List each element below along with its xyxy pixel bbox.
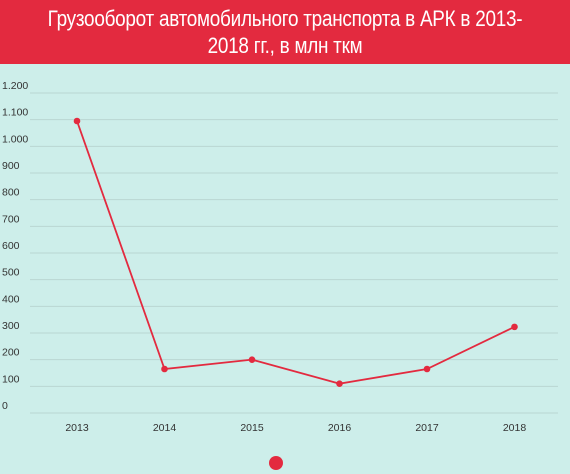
data-point — [161, 365, 168, 373]
x-tick-label: 2014 — [153, 422, 177, 434]
x-tick-label: 2016 — [328, 422, 352, 434]
y-axis-tick-labels: 0 100 200 300 400 500 600 700 800 900 1.000 1.100 1.… — [2, 80, 28, 412]
y-tick-label: 400 — [2, 293, 20, 305]
data-point — [73, 117, 81, 125]
chart-title-banner: Грузооборот автомобильного транспорта в … — [0, 0, 570, 64]
x-tick-label: 2017 — [415, 422, 439, 434]
data-point — [511, 323, 518, 331]
y-tick-label: 300 — [2, 320, 20, 332]
y-tick-label: 1.200 — [2, 80, 28, 92]
y-tick-label: 1.100 — [2, 107, 28, 119]
x-tick-label: 2013 — [65, 422, 89, 434]
data-point — [336, 380, 343, 387]
grid-lines — [30, 92, 558, 414]
y-tick-label: 500 — [2, 267, 20, 279]
y-tick-label: 1.000 — [2, 133, 28, 145]
line-chart: 0 100 200 300 400 500 600 700 800 900 1.000 1.100 1.… — [2, 80, 558, 470]
data-point — [423, 365, 431, 373]
x-tick-label: 2015 — [240, 422, 264, 434]
y-tick-label: 800 — [2, 187, 20, 199]
y-tick-label: 700 — [2, 213, 20, 225]
y-tick-label: 900 — [2, 160, 20, 172]
chart-title: Грузооборот автомобильного транспорта в … — [47, 6, 523, 58]
data-point — [248, 356, 256, 363]
x-tick-label: 2018 — [503, 422, 527, 434]
legend-marker — [269, 456, 283, 470]
y-tick-label: 0 — [2, 400, 8, 412]
y-tick-label: 100 — [2, 373, 20, 385]
y-tick-label: 200 — [2, 347, 20, 359]
legend — [269, 456, 283, 470]
series-layer — [73, 117, 518, 387]
series-line — [76, 120, 515, 385]
y-tick-label: 600 — [2, 240, 20, 252]
x-axis-tick-labels: 2013 2014 2015 2016 2017 2018 — [65, 422, 526, 434]
